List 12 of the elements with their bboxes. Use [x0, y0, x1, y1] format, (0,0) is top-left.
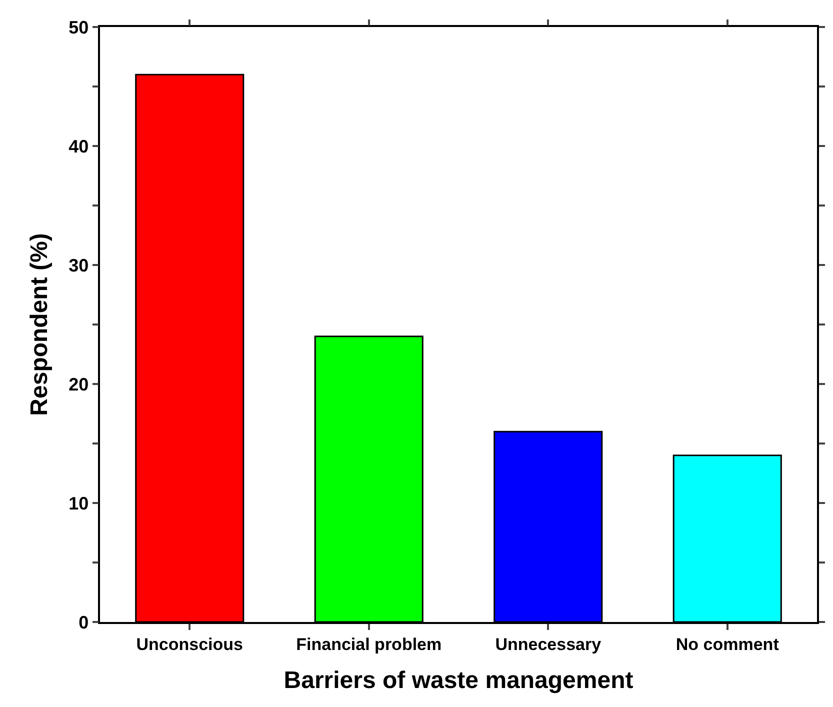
y-tick-label: 0 — [78, 612, 89, 632]
y-tick-label: 50 — [68, 17, 89, 38]
y-tick-label: 10 — [68, 493, 89, 514]
y-tick-label: 20 — [68, 374, 89, 394]
y-tick-label: 30 — [68, 255, 89, 276]
x-axis-title: Barriers of waste management — [284, 666, 634, 694]
x-tick-label: Financial problem — [296, 635, 442, 654]
y-tick-label: 40 — [68, 136, 89, 156]
x-tick-label: Unnecessary — [495, 635, 602, 654]
x-tick-label: Unconscious — [136, 635, 244, 654]
y-axis-title: Respondent (%) — [26, 233, 54, 416]
x-tick-label: No comment — [676, 635, 780, 654]
